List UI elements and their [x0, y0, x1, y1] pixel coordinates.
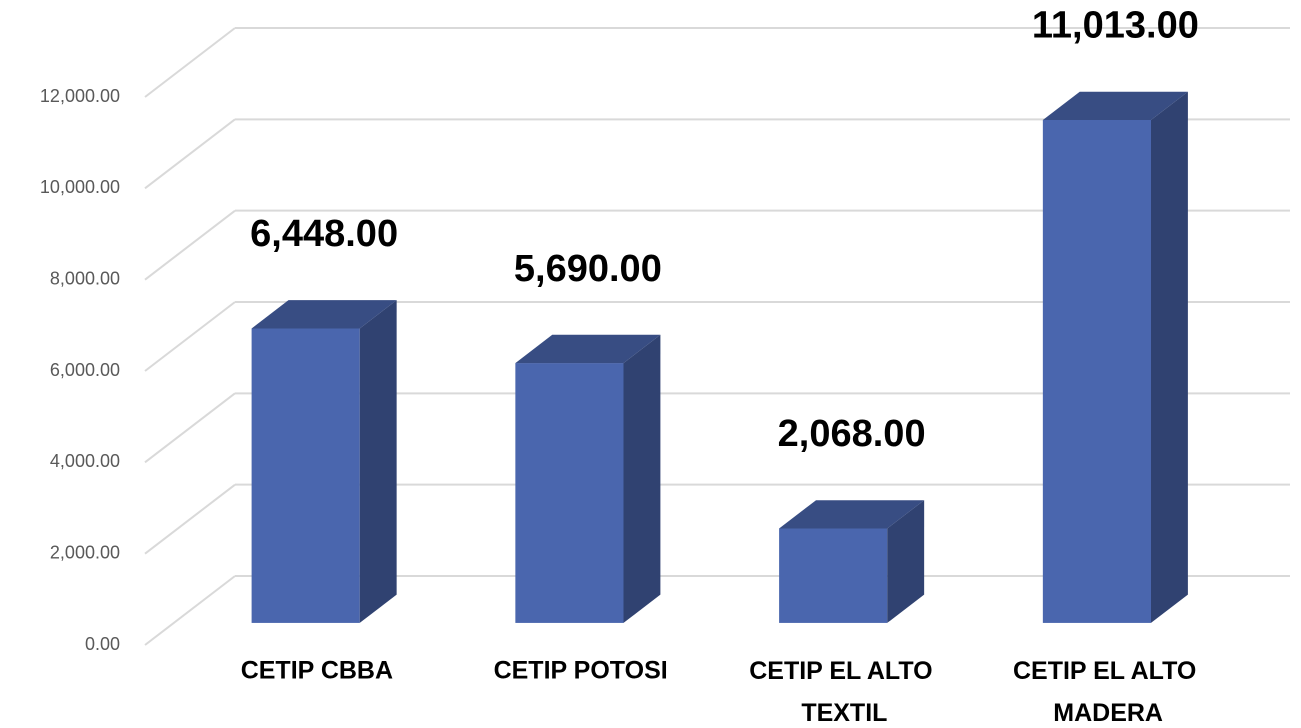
grid-line — [144, 301, 236, 372]
x-tick-label: CETIP EL ALTO TEXTIL — [749, 657, 939, 727]
y-tick-label: 6,000.00 — [50, 360, 120, 380]
bar-side — [887, 500, 925, 623]
bar-front — [515, 363, 624, 623]
bar — [779, 500, 925, 623]
grid-line — [144, 575, 236, 646]
bar-top — [1042, 91, 1188, 120]
data-label: 11,013.00 — [1032, 5, 1199, 47]
bar-front — [251, 328, 360, 623]
y-tick-label: 12,000.00 — [40, 86, 120, 106]
bar-top — [251, 300, 397, 329]
y-tick-label: 8,000.00 — [50, 268, 120, 288]
data-label: 6,448.00 — [250, 213, 398, 255]
grid-line — [144, 483, 236, 555]
grid-line — [144, 209, 236, 281]
y-tick-label: 10,000.00 — [40, 177, 120, 197]
y-tick-label: 0.00 — [85, 634, 120, 654]
y-tick-label: 2,000.00 — [50, 542, 120, 562]
x-tick-label: CETIP EL ALTO MADERA — [1013, 657, 1203, 727]
grid-line — [144, 118, 236, 190]
grid-line — [144, 392, 236, 464]
x-tick-label: CETIP POTOSI — [494, 657, 668, 685]
bar-side — [623, 334, 661, 623]
bar — [515, 334, 661, 623]
bar-top — [779, 500, 925, 529]
bar-front — [1042, 119, 1151, 623]
grid-line — [144, 27, 236, 98]
bar-side — [359, 300, 397, 623]
data-label: 5,690.00 — [514, 248, 662, 290]
bar-top — [515, 334, 661, 364]
y-tick-label: 4,000.00 — [50, 451, 120, 471]
bar — [251, 300, 397, 623]
data-label: 2,068.00 — [778, 413, 926, 455]
bar — [1042, 91, 1188, 623]
x-tick-label: CETIP CBBA — [241, 657, 393, 685]
bar-side — [1150, 91, 1188, 623]
bar-front — [779, 528, 888, 623]
